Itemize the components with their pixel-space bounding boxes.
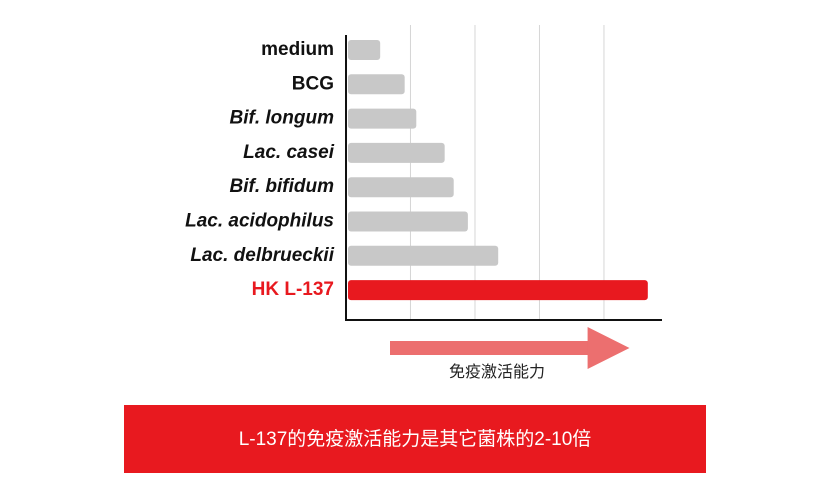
category-label: medium — [261, 39, 334, 60]
bar — [348, 280, 648, 301]
bar — [348, 245, 499, 266]
category-label: BCG — [292, 73, 334, 94]
category-label: Bif. bifidum — [230, 176, 335, 197]
category-label: HK L-137 — [252, 279, 334, 300]
bar — [348, 211, 468, 232]
bar — [348, 108, 417, 129]
bar — [348, 142, 445, 163]
category-label: Lac. casei — [243, 142, 335, 163]
category-label: Lac. delbrueckii — [190, 245, 334, 266]
category-label: Bif. longum — [230, 108, 335, 129]
banner — [124, 405, 706, 473]
plot: medium BCG Bif. longum Lac. casei Bif. bifid… — [185, 25, 662, 321]
bar — [348, 40, 381, 60]
x-axis-label: 免疫激活能力 — [449, 363, 545, 381]
banner-text: L-137的免疫激活能力是其它菌株的2-10倍 — [239, 428, 592, 450]
bar — [348, 177, 454, 198]
bar — [348, 74, 405, 95]
category-label: Lac. acidophilus — [185, 211, 334, 232]
